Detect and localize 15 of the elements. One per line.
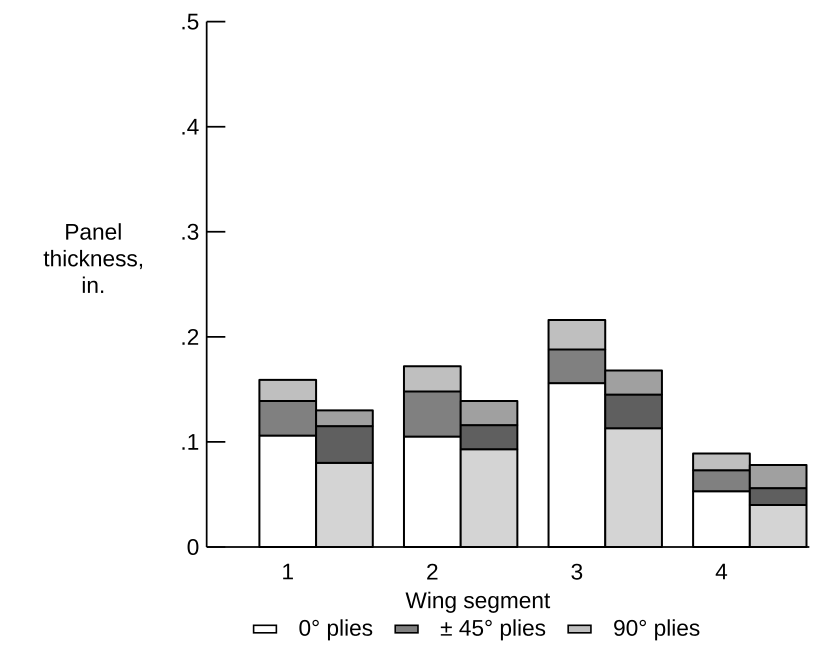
y-tick-label: .3 (182, 224, 198, 240)
y-tick-label: .2 (182, 328, 198, 345)
x-tick-label: 2 (427, 564, 438, 580)
y-tick-label: .5 (182, 14, 198, 30)
legend-label: ± 45° plies (440, 619, 546, 640)
y-tick-label: 0 (188, 538, 198, 556)
x-axis-title: Wing segment (406, 592, 550, 613)
x-tick-label: 4 (716, 564, 728, 580)
legend-label: 0° plies (299, 619, 372, 640)
y-tick-label: .1 (182, 434, 198, 450)
y-axis-title: Panel thickness, in. (44, 223, 142, 293)
x-tick-label: 3 (571, 564, 582, 580)
y-tick-label: .4 (182, 118, 199, 135)
x-tick-label: 1 (283, 564, 293, 580)
legend-label: 90° plies (614, 619, 700, 640)
